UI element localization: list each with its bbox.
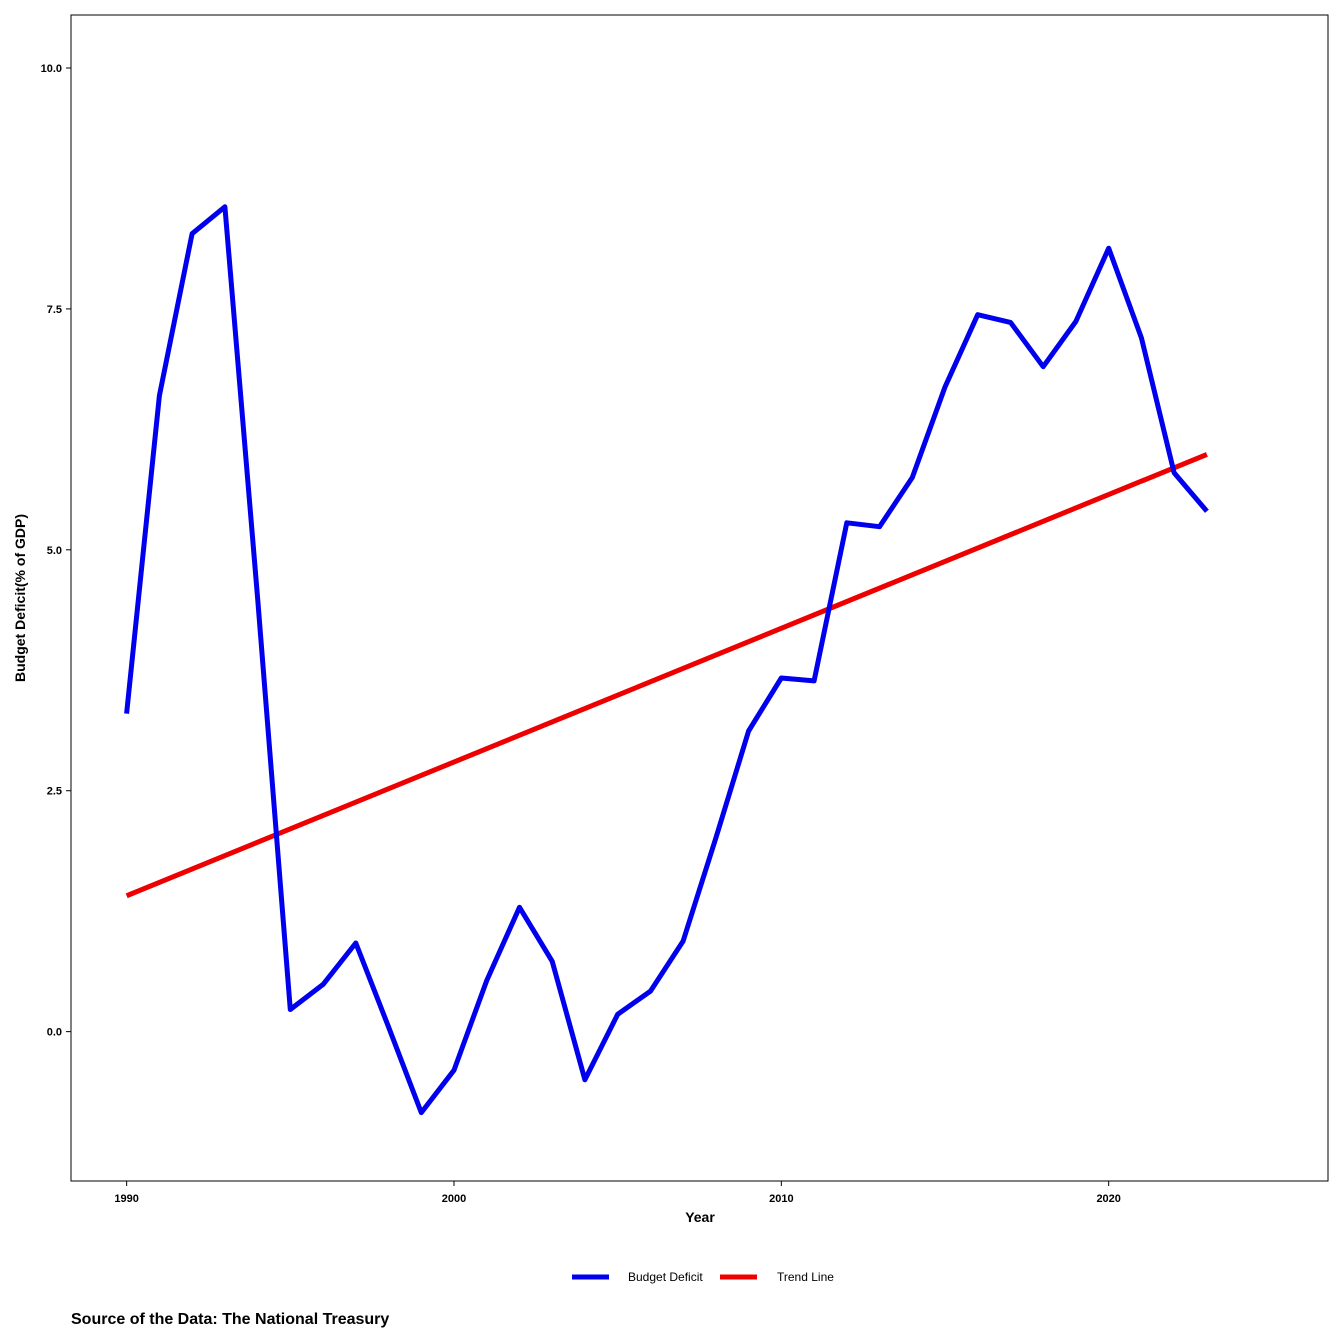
- y-tick-label: 10.0: [41, 63, 62, 75]
- y-tick-label: 2.5: [47, 786, 62, 798]
- x-axis: 1990 2000 2010 2020: [114, 1181, 1121, 1205]
- x-tick-label: 2000: [442, 1193, 466, 1205]
- series-group: [124, 204, 1209, 1116]
- plot-panel: [70, 14, 1329, 1182]
- legend: Budget Deficit Trend Line: [572, 1270, 834, 1284]
- x-tick-label: 2020: [1096, 1193, 1120, 1205]
- y-tick-label: 7.5: [47, 304, 62, 316]
- x-tick-label: 2010: [769, 1193, 793, 1205]
- x-axis-title: Year: [685, 1209, 715, 1225]
- y-axis: 0.0 2.5 5.0 7.5 10.0: [41, 63, 71, 1039]
- legend-label-trend-line: Trend Line: [777, 1270, 834, 1284]
- data-source-caption: Source of the Data: The National Treasur…: [71, 1311, 390, 1328]
- y-axis-title: Budget Deficit(% of GDP): [12, 514, 28, 682]
- trend-line: [125, 452, 1208, 899]
- y-tick-label: 5.0: [47, 545, 62, 557]
- x-tick-label: 1990: [114, 1193, 138, 1205]
- legend-label-budget-deficit: Budget Deficit: [628, 1270, 703, 1284]
- budget-deficit-line: [124, 204, 1209, 1116]
- y-tick-label: 0.0: [47, 1027, 62, 1039]
